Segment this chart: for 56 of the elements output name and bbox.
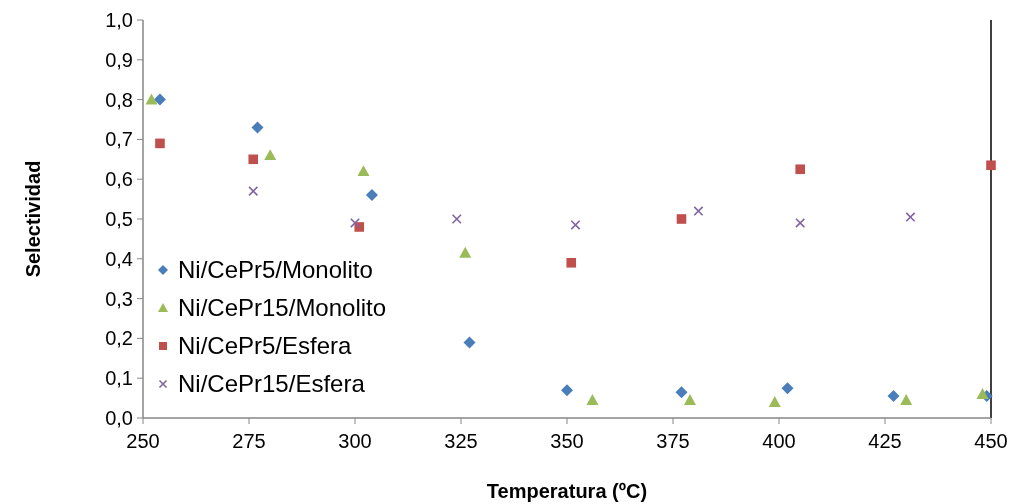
- y-tick-label: 0,6: [105, 168, 133, 191]
- point: [566, 257, 577, 268]
- y-tick-label: 0,1: [105, 367, 133, 390]
- point: [357, 165, 370, 177]
- y-tick-label: 0,0: [105, 407, 133, 429]
- x-tick-label: 400: [762, 430, 796, 452]
- legend-label: Ni/CePr15/Monolito: [178, 294, 387, 322]
- y-tick-label: 1,0: [105, 9, 133, 31]
- point: [986, 160, 996, 171]
- point: [887, 390, 900, 403]
- y-axis-title: Selectividad: [22, 160, 44, 278]
- point: [451, 214, 462, 224]
- legend-label: Ni/CePr5/Monolito: [178, 256, 373, 284]
- x-tick-label: 250: [126, 430, 160, 452]
- point: [768, 396, 781, 407]
- legend-label: Ni/CePr5/Esfera: [178, 332, 353, 360]
- y-tick-label: 0,3: [105, 287, 133, 310]
- x-tick-label: 450: [974, 430, 1008, 452]
- point: [781, 382, 794, 395]
- point: [248, 154, 259, 165]
- x-tick-label: 325: [444, 430, 478, 452]
- point: [675, 386, 688, 399]
- point: [676, 214, 687, 224]
- point: [900, 394, 913, 405]
- point: [976, 388, 989, 399]
- point: [683, 394, 696, 405]
- x-tick-label: 350: [550, 430, 584, 452]
- y-tick-label: 0,2: [105, 327, 133, 350]
- point: [155, 138, 165, 149]
- x-tick-label: 425: [868, 430, 902, 452]
- x-axis-title: Temperatura (ºC): [486, 480, 648, 502]
- point: [795, 217, 806, 228]
- point: [145, 93, 158, 105]
- y-tick-label: 0,7: [105, 128, 133, 151]
- point: [561, 384, 573, 397]
- point: [251, 121, 264, 134]
- x-tick-label: 375: [656, 430, 690, 452]
- point: [248, 186, 259, 197]
- point: [905, 212, 916, 223]
- point: [459, 246, 472, 258]
- y-tick-label: 0,9: [105, 48, 133, 71]
- point: [463, 336, 476, 349]
- x-tick-label: 300: [338, 430, 372, 452]
- y-tick-label: 0,5: [105, 208, 133, 230]
- y-tick-label: 0,4: [105, 247, 133, 270]
- point: [264, 149, 277, 161]
- point: [350, 217, 360, 228]
- point: [570, 219, 581, 230]
- y-tick-label: 0,8: [105, 88, 133, 111]
- point: [795, 164, 805, 175]
- x-tick-label: 275: [232, 430, 266, 452]
- point: [693, 206, 704, 217]
- point: [586, 394, 599, 405]
- legend-label: Ni/CePr15/Esfera: [178, 370, 366, 398]
- point: [365, 189, 378, 202]
- point: [153, 93, 166, 106]
